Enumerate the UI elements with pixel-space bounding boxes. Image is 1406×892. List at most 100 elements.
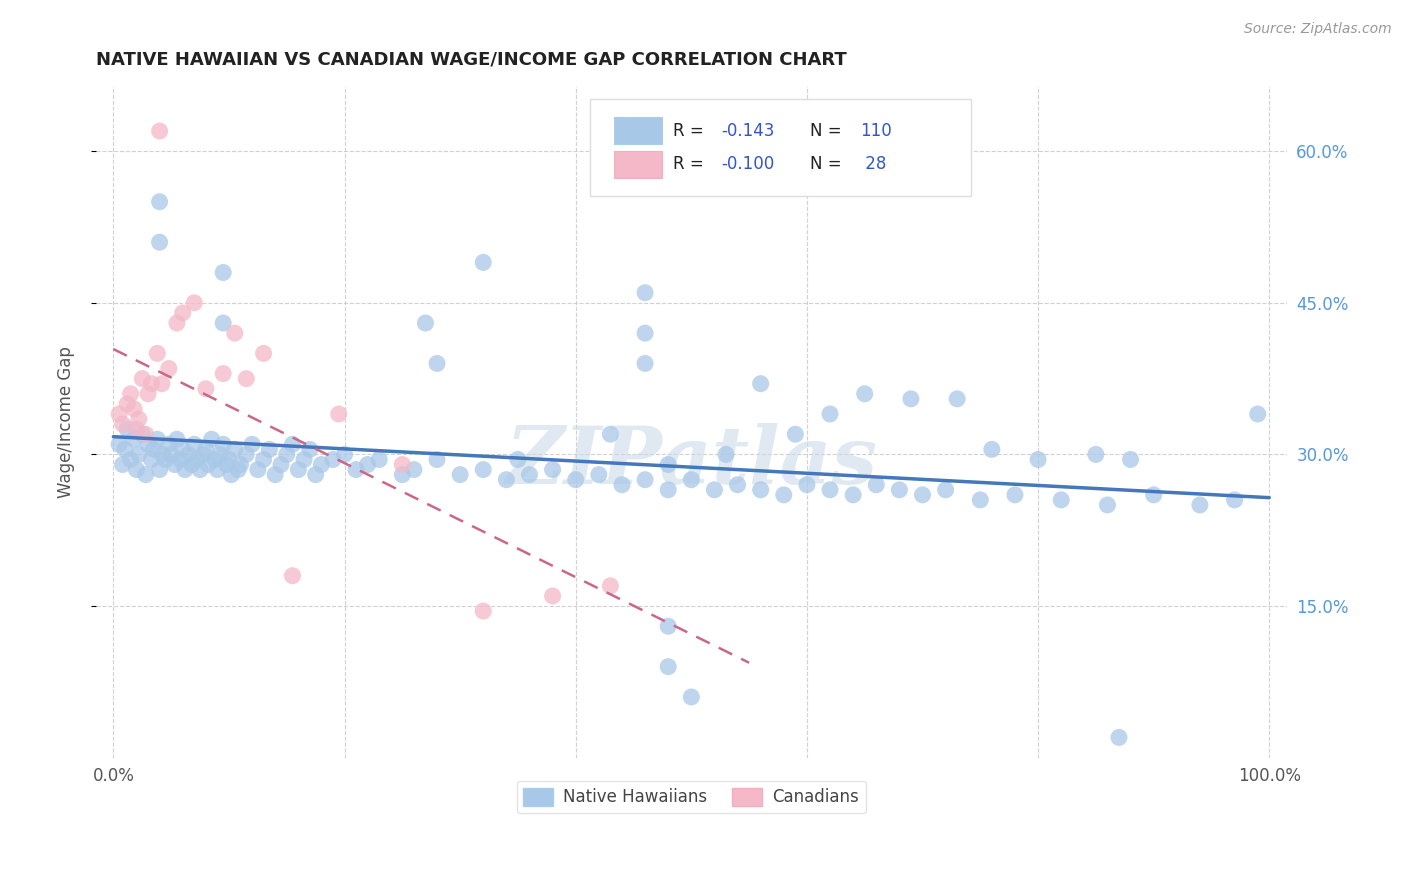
Point xyxy=(415,316,437,330)
Point xyxy=(177,447,200,461)
Point xyxy=(1223,492,1246,507)
Point xyxy=(727,477,749,491)
Point xyxy=(472,462,495,476)
Point xyxy=(252,452,274,467)
Point xyxy=(166,316,188,330)
Point xyxy=(115,397,138,411)
Point xyxy=(219,467,242,482)
Point xyxy=(281,437,304,451)
Point xyxy=(818,407,841,421)
Point xyxy=(186,452,208,467)
Point xyxy=(368,452,391,467)
Point xyxy=(240,437,263,451)
Point xyxy=(146,346,169,360)
Point xyxy=(356,458,378,472)
Text: R =: R = xyxy=(673,155,710,173)
Point xyxy=(264,467,287,482)
Point xyxy=(146,432,169,446)
Point xyxy=(131,371,153,385)
Point xyxy=(169,452,191,467)
Point xyxy=(599,427,621,442)
Point xyxy=(564,473,586,487)
Text: -0.100: -0.100 xyxy=(721,155,775,173)
Point xyxy=(541,589,564,603)
Point xyxy=(634,285,657,300)
Point xyxy=(125,462,148,476)
Point xyxy=(235,447,257,461)
Point xyxy=(276,447,298,461)
Point xyxy=(120,452,142,467)
Point xyxy=(610,477,633,491)
Point xyxy=(634,356,657,370)
Point xyxy=(160,447,183,461)
Point xyxy=(749,376,772,391)
Point xyxy=(681,690,703,704)
Point xyxy=(111,458,134,472)
Point xyxy=(714,447,737,461)
Point xyxy=(174,462,197,476)
Point xyxy=(311,458,333,472)
Point xyxy=(681,473,703,487)
Point xyxy=(657,483,679,497)
Point xyxy=(657,659,679,673)
Point xyxy=(114,442,136,457)
Point xyxy=(772,488,794,502)
Point xyxy=(122,401,145,416)
Point xyxy=(1084,447,1107,461)
Point xyxy=(226,462,249,476)
Point xyxy=(212,316,235,330)
Point xyxy=(270,458,292,472)
Point xyxy=(122,432,145,446)
Point xyxy=(426,452,449,467)
Point xyxy=(201,432,224,446)
Point xyxy=(108,407,131,421)
Point xyxy=(796,477,818,491)
Point xyxy=(281,568,304,582)
Point xyxy=(136,386,159,401)
Point xyxy=(172,306,194,320)
Point xyxy=(292,452,315,467)
Point xyxy=(391,458,413,472)
Point xyxy=(1004,488,1026,502)
Point xyxy=(207,462,229,476)
Point xyxy=(157,361,180,376)
Point xyxy=(842,488,865,502)
Point xyxy=(212,437,235,451)
Text: NATIVE HAWAIIAN VS CANADIAN WAGE/INCOME GAP CORRELATION CHART: NATIVE HAWAIIAN VS CANADIAN WAGE/INCOME … xyxy=(96,51,846,69)
Point xyxy=(229,458,252,472)
Point xyxy=(155,452,177,467)
Point xyxy=(212,367,235,381)
Point xyxy=(1143,488,1166,502)
Point xyxy=(136,437,159,451)
Point xyxy=(252,346,274,360)
Point xyxy=(135,467,157,482)
Point xyxy=(194,382,217,396)
Point xyxy=(969,492,991,507)
Point xyxy=(703,483,725,497)
Text: -0.143: -0.143 xyxy=(721,121,775,139)
Point xyxy=(935,483,957,497)
Point xyxy=(588,467,610,482)
Point xyxy=(193,447,215,461)
Point xyxy=(224,442,246,457)
Point xyxy=(149,462,172,476)
Point xyxy=(472,604,495,618)
Point xyxy=(259,442,281,457)
Point xyxy=(1188,498,1211,512)
Point xyxy=(657,458,679,472)
Point xyxy=(599,579,621,593)
Point xyxy=(1108,731,1130,745)
Point xyxy=(218,452,240,467)
Point xyxy=(246,462,269,476)
Text: N =: N = xyxy=(810,155,848,173)
Point xyxy=(328,407,350,421)
Point xyxy=(1026,452,1049,467)
Point xyxy=(344,462,367,476)
Point xyxy=(657,619,679,633)
Point xyxy=(163,458,186,472)
Text: R =: R = xyxy=(673,121,710,139)
Point xyxy=(204,452,226,467)
Point xyxy=(120,386,142,401)
Text: ZIPatlas: ZIPatlas xyxy=(505,423,877,500)
Point xyxy=(391,467,413,482)
